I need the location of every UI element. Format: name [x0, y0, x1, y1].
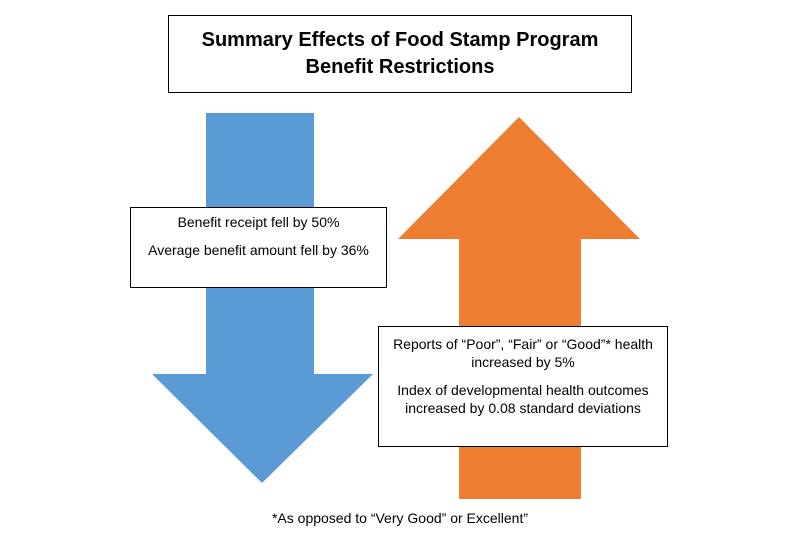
- developmental-health-statement: Index of developmental health outcomes i…: [397, 382, 649, 416]
- title-line-1: Summary Effects of Food Stamp Program: [201, 29, 599, 51]
- footnote: *As opposed to “Very Good” or Excellent”: [271, 510, 529, 526]
- health-effects-callout: Reports of “Poor”, “Fair” or “Good”* hea…: [378, 326, 668, 447]
- down-arrow-shape: [152, 113, 373, 483]
- health-reports-statement: Reports of “Poor”, “Fair” or “Good”* hea…: [393, 336, 653, 370]
- benefit-amount-statement: Average benefit amount fell by 36%: [148, 242, 369, 258]
- title-box: Summary Effects of Food Stamp Program Be…: [168, 15, 632, 93]
- title-line-2: Benefit Restrictions: [305, 56, 495, 78]
- benefit-effects-callout: Benefit receipt fell by 50% Average bene…: [130, 207, 387, 288]
- benefit-receipt-statement: Benefit receipt fell by 50%: [177, 214, 340, 230]
